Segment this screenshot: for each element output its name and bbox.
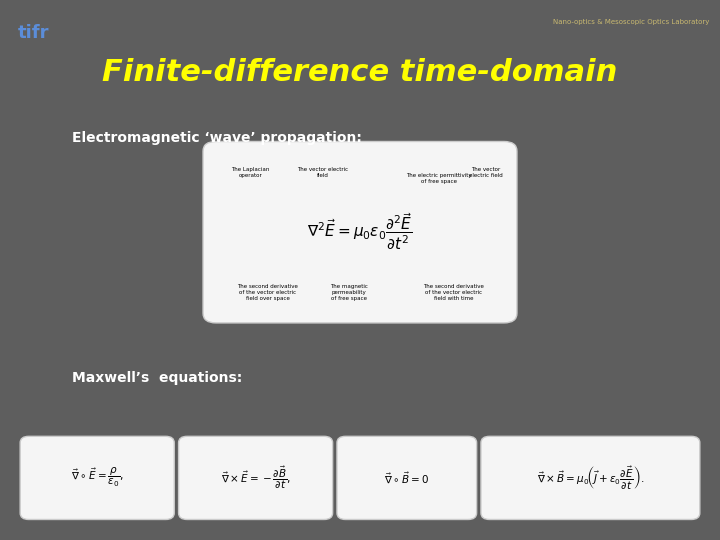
Text: Nano-optics & Mesoscopic Optics Laboratory: Nano-optics & Mesoscopic Optics Laborato… xyxy=(553,19,709,25)
FancyBboxPatch shape xyxy=(179,436,333,519)
Text: The vector electric
field: The vector electric field xyxy=(297,167,348,178)
FancyBboxPatch shape xyxy=(20,436,174,519)
Text: Electromagnetic ‘wave’ propagation:: Electromagnetic ‘wave’ propagation: xyxy=(72,131,362,145)
FancyBboxPatch shape xyxy=(203,141,517,323)
FancyBboxPatch shape xyxy=(337,436,477,519)
Text: $\vec{\nabla} \times \vec{B} = \mu_0\!\left(\vec{J} + \varepsilon_0 \dfrac{\part: $\vec{\nabla} \times \vec{B} = \mu_0\!\l… xyxy=(536,464,644,491)
FancyBboxPatch shape xyxy=(481,436,700,519)
Text: $\vec{\nabla} \times \vec{E} = -\dfrac{\partial \vec{B}}{\partial t},$: $\vec{\nabla} \times \vec{E} = -\dfrac{\… xyxy=(220,464,291,491)
Text: The vector
electric field: The vector electric field xyxy=(469,167,503,178)
Text: The electric permittivity
of free space: The electric permittivity of free space xyxy=(406,173,472,184)
Text: The second derivative
of the vector electric
field with time: The second derivative of the vector elec… xyxy=(423,285,484,301)
Text: $\vec{\nabla} \circ \vec{E} = \dfrac{\rho}{\varepsilon_0},$: $\vec{\nabla} \circ \vec{E} = \dfrac{\rh… xyxy=(71,467,124,489)
Text: The magnetic
permeability
of free space: The magnetic permeability of free space xyxy=(330,285,368,301)
Text: tifr: tifr xyxy=(18,24,50,42)
Text: Finite-difference time-domain: Finite-difference time-domain xyxy=(102,58,618,87)
Text: Maxwell’s  equations:: Maxwell’s equations: xyxy=(72,371,242,385)
Text: The Laplacian
operator: The Laplacian operator xyxy=(231,167,270,178)
Text: $\vec{\nabla} \circ \vec{B} = 0$: $\vec{\nabla} \circ \vec{B} = 0$ xyxy=(384,470,429,485)
Text: The second derivative
of the vector electric
field over space: The second derivative of the vector elec… xyxy=(238,285,298,301)
Text: $\nabla^2 \vec{E} = \mu_0 \varepsilon_0 \dfrac{\partial^2 \vec{E}}{\partial t^2}: $\nabla^2 \vec{E} = \mu_0 \varepsilon_0 … xyxy=(307,212,413,252)
